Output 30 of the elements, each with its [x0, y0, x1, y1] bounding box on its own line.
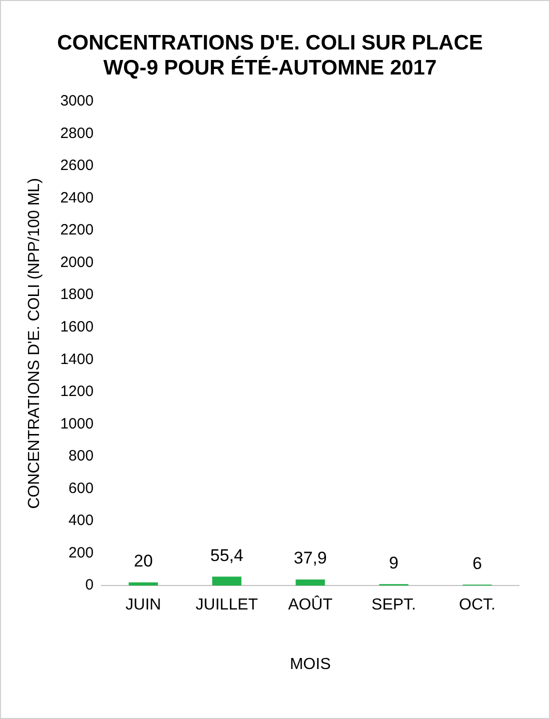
y-tick-label: 2800: [60, 124, 94, 142]
y-tick-label: 600: [68, 480, 94, 497]
y-axis-title: CONCENTRATIONS D'E. COLI (NPP/100 ML): [26, 178, 44, 509]
y-tick-label: 3000: [60, 92, 94, 110]
text: WQ-9 POUR ÉTÉ-AUTOMNE 2017: [103, 56, 437, 80]
y-tick-label: 1400: [60, 350, 94, 368]
y-tick-label: 2000: [60, 254, 94, 271]
data-label: 6: [472, 554, 482, 573]
y-tick-label: 400: [68, 512, 94, 530]
y-tick-label: 2200: [60, 222, 94, 239]
y-tick-label: 800: [68, 448, 94, 465]
x-tick-label: AOÛT: [288, 596, 333, 614]
data-label: 37,9: [294, 548, 327, 568]
y-tick-label: 1200: [60, 383, 94, 400]
data-label: 9: [389, 553, 399, 572]
y-tick-label: 1000: [60, 415, 94, 432]
y-tick-label: 2600: [60, 157, 94, 174]
text: CONCENTRATIONS D'E. COLI SUR PLACE: [57, 31, 483, 54]
y-tick-label: 0: [85, 576, 94, 594]
y-tick-label: 1600: [60, 318, 94, 336]
x-tick-label: JUIN: [126, 596, 162, 614]
data-label: 55,4: [210, 546, 244, 565]
x-tick-label: OCT.: [459, 596, 496, 614]
y-tick-label: 2400: [60, 189, 94, 206]
y-tick-label: 200: [68, 544, 94, 562]
x-axis-title: MOIS: [290, 656, 331, 673]
data-label: 20: [134, 552, 153, 571]
y-tick-label: 1800: [60, 286, 94, 304]
x-tick-label: JUILLET: [196, 596, 258, 614]
x-tick-label: SEPT.: [372, 596, 416, 614]
